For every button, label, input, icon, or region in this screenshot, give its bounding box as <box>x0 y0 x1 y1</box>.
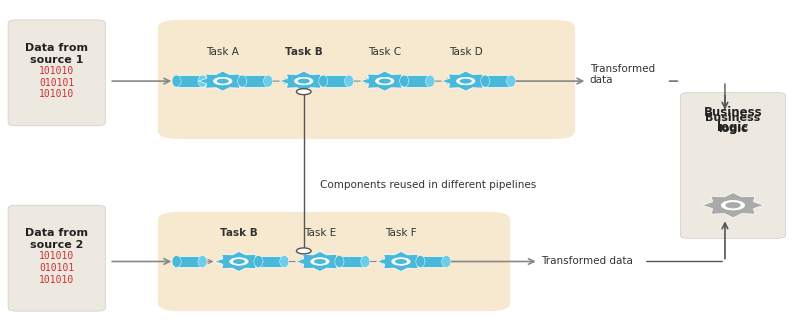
Polygon shape <box>296 252 344 271</box>
Circle shape <box>298 79 310 84</box>
Ellipse shape <box>344 75 354 87</box>
Text: 101010
010101
101010: 101010 010101 101010 <box>39 252 75 285</box>
Polygon shape <box>279 71 328 91</box>
Ellipse shape <box>198 75 207 87</box>
Text: Task C: Task C <box>369 47 401 57</box>
Polygon shape <box>177 256 202 267</box>
Circle shape <box>392 258 410 265</box>
Polygon shape <box>198 71 247 91</box>
Circle shape <box>395 259 407 264</box>
FancyBboxPatch shape <box>158 212 510 311</box>
Ellipse shape <box>279 256 289 267</box>
Polygon shape <box>377 252 425 271</box>
Circle shape <box>379 79 390 84</box>
Polygon shape <box>404 75 430 87</box>
Circle shape <box>295 77 313 85</box>
Text: Task F: Task F <box>385 228 417 238</box>
Polygon shape <box>441 71 490 91</box>
Ellipse shape <box>425 75 435 87</box>
Circle shape <box>314 259 326 264</box>
Ellipse shape <box>237 75 247 87</box>
FancyBboxPatch shape <box>8 20 105 126</box>
Text: Task E: Task E <box>304 228 336 238</box>
Polygon shape <box>702 193 764 218</box>
Text: Business
logic: Business logic <box>706 113 761 134</box>
Circle shape <box>722 201 744 210</box>
Circle shape <box>726 202 741 209</box>
Circle shape <box>457 77 475 85</box>
Text: Transformed
data: Transformed data <box>590 64 654 85</box>
Circle shape <box>296 89 311 95</box>
Polygon shape <box>242 75 268 87</box>
Ellipse shape <box>318 75 328 87</box>
Text: Task A: Task A <box>207 47 239 57</box>
Ellipse shape <box>506 75 516 87</box>
Text: Task D: Task D <box>449 47 483 57</box>
Polygon shape <box>215 252 263 271</box>
FancyBboxPatch shape <box>8 205 105 311</box>
Text: Components reused in different pipelines: Components reused in different pipelines <box>320 179 536 190</box>
Ellipse shape <box>198 256 207 267</box>
Circle shape <box>376 77 394 85</box>
Circle shape <box>459 79 471 84</box>
Ellipse shape <box>441 256 451 267</box>
Polygon shape <box>323 75 349 87</box>
Polygon shape <box>420 256 446 267</box>
Text: 101010
010101
101010: 101010 010101 101010 <box>39 66 75 99</box>
Text: Task B: Task B <box>285 47 322 57</box>
Polygon shape <box>360 71 409 91</box>
Ellipse shape <box>172 256 181 267</box>
Polygon shape <box>258 256 284 267</box>
Circle shape <box>214 77 232 85</box>
Ellipse shape <box>172 75 181 87</box>
Ellipse shape <box>335 256 344 267</box>
Text: Task B: Task B <box>220 228 258 238</box>
Text: Business
logic: Business logic <box>704 106 762 134</box>
Text: Transformed data: Transformed data <box>541 257 633 266</box>
Ellipse shape <box>263 75 273 87</box>
Circle shape <box>311 258 329 265</box>
Circle shape <box>217 79 229 84</box>
Ellipse shape <box>416 256 425 267</box>
Ellipse shape <box>480 75 490 87</box>
Ellipse shape <box>360 256 370 267</box>
FancyBboxPatch shape <box>158 20 575 139</box>
Circle shape <box>233 259 245 264</box>
FancyBboxPatch shape <box>680 93 786 238</box>
Polygon shape <box>177 75 202 87</box>
Polygon shape <box>485 75 511 87</box>
Text: Data from
source 2: Data from source 2 <box>25 228 88 250</box>
Polygon shape <box>339 256 365 267</box>
Text: Data from
source 1: Data from source 1 <box>25 43 88 65</box>
Ellipse shape <box>254 256 263 267</box>
Ellipse shape <box>399 75 409 87</box>
Circle shape <box>296 248 311 254</box>
Circle shape <box>230 258 248 265</box>
